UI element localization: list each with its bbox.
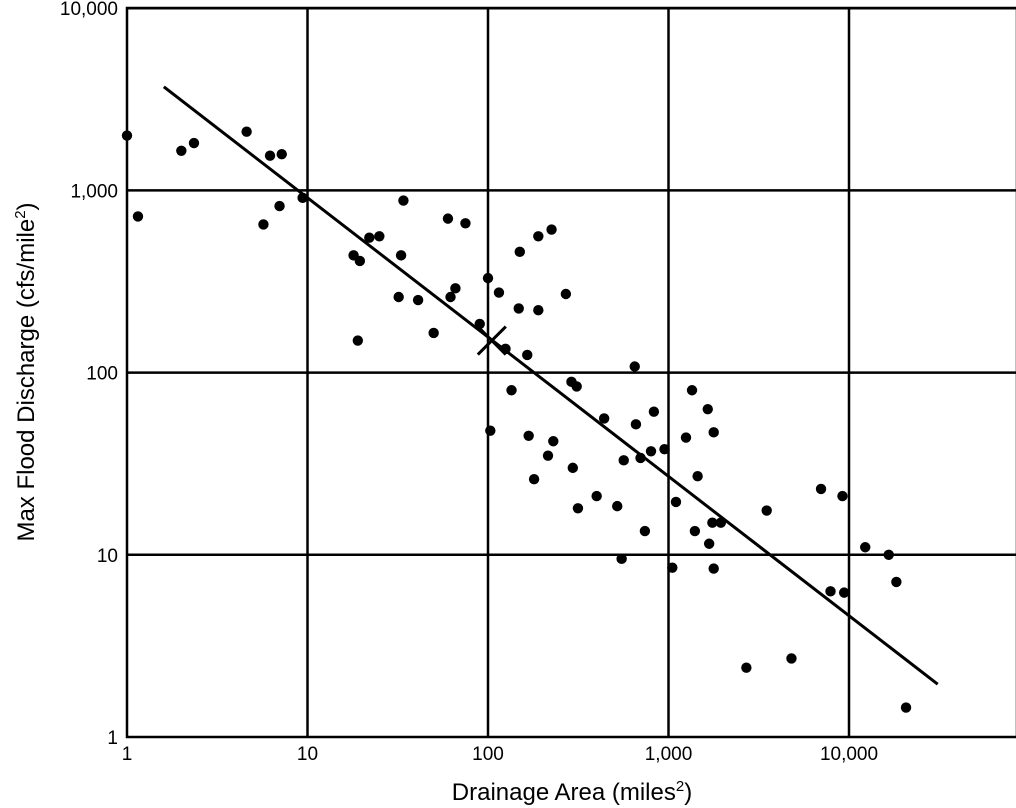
data-point [442,213,454,224]
data-point [825,586,836,597]
data-point [474,318,485,330]
y-tick-label: 1,000 [70,181,118,202]
data-point [121,130,133,141]
data-point [680,432,692,443]
data-point [837,490,848,502]
data-point [686,385,698,396]
data-point [412,294,424,306]
x-tick-label: 10,000 [820,744,878,765]
trend-line [162,85,939,686]
data-point [523,430,534,441]
x-tick-label: 10 [297,744,318,765]
data-point [900,702,912,713]
data-point [398,195,409,206]
x-tick-labels: 1 10 100 1,000 10,000 [122,744,878,765]
data-point [276,149,287,160]
data-point [571,381,582,392]
data-point [460,218,471,229]
data-point [522,349,533,361]
data-point [514,246,525,258]
data-point [176,145,187,156]
data-point [445,291,456,303]
data-point [513,303,524,314]
data-point [374,231,385,242]
data-point [533,231,544,242]
data-point [428,327,439,339]
data-point [542,450,554,461]
data-point [132,211,144,222]
data-point [450,283,461,294]
data-point [274,200,285,212]
data-point [354,255,366,267]
x-tick-label: 1,000 [645,744,693,765]
data-point [393,291,404,303]
data-point [689,525,701,537]
data-point [639,525,651,537]
data-point [667,562,678,573]
data-point [645,446,657,457]
data-point [598,413,610,424]
data-point [629,361,640,372]
data-point [786,653,797,664]
data-point [630,419,642,430]
data-point [364,232,375,243]
data-point [708,427,719,438]
data-point [241,126,252,137]
x-tick-label: 1 [122,744,133,765]
data-point [352,335,364,346]
data-point [546,224,557,235]
data-point [591,490,602,502]
data-point [659,443,670,455]
data-point [482,272,494,284]
y-tick-label: 10,000 [60,0,118,20]
data-point [860,542,871,553]
x-axis-label: Drainage Area (miles2) [452,778,692,806]
y-tick-label: 100 [86,364,118,385]
y-tick-labels: 1 10 100 1,000 10,000 [60,0,118,749]
data-point [485,425,496,436]
x-marker-stroke [476,325,507,356]
data-point [533,305,544,316]
x-marker [476,325,507,356]
data-point [528,473,540,485]
data-point [560,288,572,300]
data-point [493,287,505,298]
data-point [616,553,627,565]
y-axis-label: Max Flood Discharge (cfs/mile2) [12,202,40,541]
data-point [702,403,713,415]
data-point [838,587,850,598]
data-point [506,385,517,396]
data-point [761,505,772,516]
data-point [572,503,584,514]
data-point [395,250,407,261]
data-point [703,538,715,549]
data-point [708,563,719,574]
y-tick-label: 10 [97,546,118,567]
data-points [121,126,912,713]
data-point [692,471,703,482]
data-point [264,150,276,161]
grid-lines [127,6,1016,737]
data-point [188,137,200,149]
data-point [891,576,902,588]
data-point [567,462,579,474]
x-tick-label: 100 [472,744,504,765]
data-point [618,455,629,466]
data-point [648,406,660,417]
plot-frame [125,6,1016,739]
data-point [883,549,894,560]
data-point [258,219,269,230]
data-point [612,500,623,512]
data-point [815,483,827,495]
data-point [707,517,718,528]
y-tick-label: 1 [107,728,118,749]
data-point [670,496,682,508]
data-point [741,662,752,673]
data-point [548,436,559,447]
